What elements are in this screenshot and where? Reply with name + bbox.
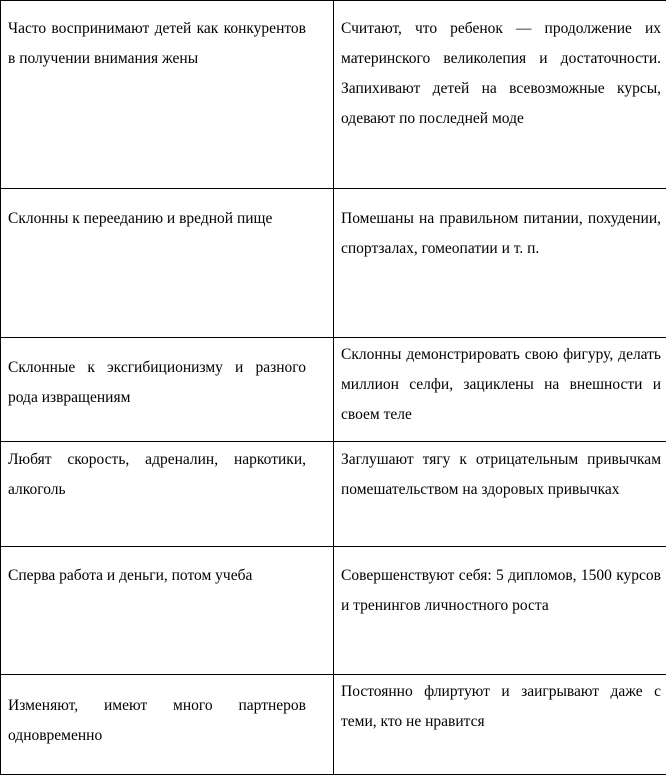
table-cell-right: Склонны демонстрировать свою фигуру, дел… [334,338,666,442]
table-row: Часто воспринимают детей как конкурентов… [1,1,666,189]
table-cell-left: Часто воспринимают детей как конкурентов… [1,1,334,189]
table-row: Изменяют, имеют много партнеров одноврем… [1,675,666,775]
table-cell-right: Считают, что ребенок — продолжение их ма… [334,1,666,189]
table-cell-right: Постоянно флиртуют и заигрывают даже с т… [334,675,666,775]
table-row: Склонные к эксгибиционизму и разного род… [1,338,666,442]
table-row: Сперва работа и деньги, потом учеба Сове… [1,547,666,675]
table-cell-left: Склонные к эксгибиционизму и разного род… [1,338,334,442]
table-cell-left: Склонны к перееданию и вредной пище [1,189,334,338]
table-cell-right: Совершенствуют себя: 5 дипломов, 1500 ку… [334,547,666,675]
table-row: Любят скорость, адреналин, наркотики, ал… [1,442,666,547]
table-cell-right: Помешаны на правильном питании, похудени… [334,189,666,338]
table-cell-left: Изменяют, имеют много партнеров одноврем… [1,675,334,775]
table-cell-left: Сперва работа и деньги, потом учеба [1,547,334,675]
table-cell-left: Любят скорость, адреналин, наркотики, ал… [1,442,334,547]
table-row: Склонны к перееданию и вредной пище Поме… [1,189,666,338]
table-cell-right: Заглушают тягу к отрицательным привычкам… [334,442,666,547]
